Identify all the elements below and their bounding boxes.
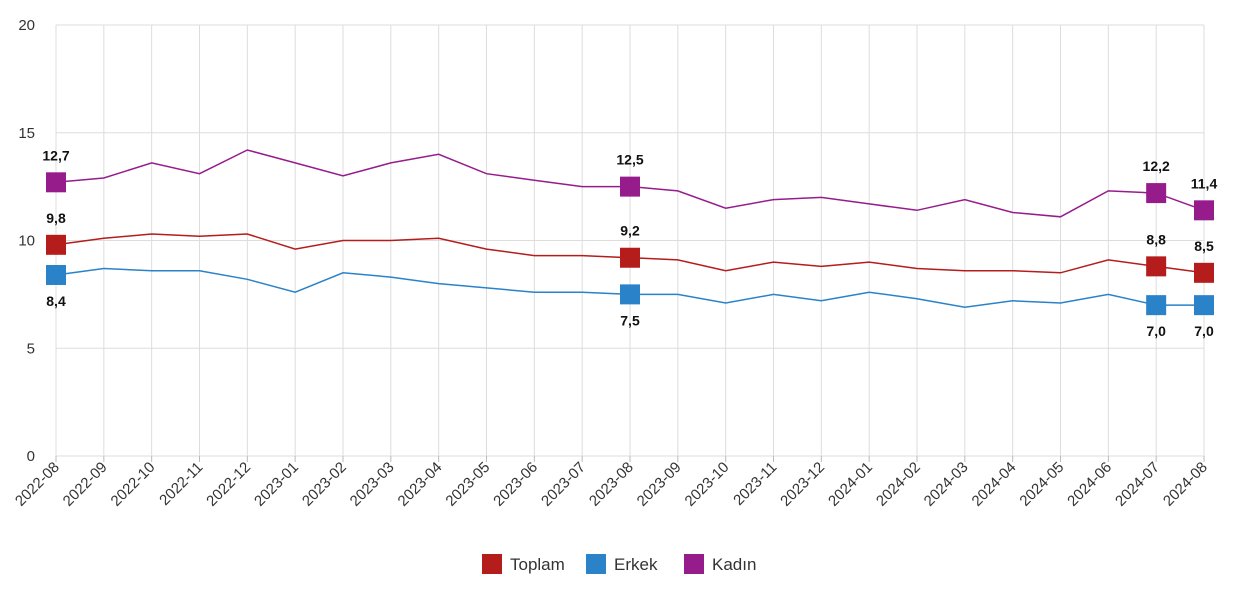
data-label: 8,8 [1146,231,1166,247]
data-marker [1146,256,1167,277]
x-tick-label: 2023-12 [777,459,828,510]
y-axis: 0 5 10 15 20 [18,17,35,465]
data-label: 7,5 [620,312,640,328]
x-tick-label: 2022-11 [156,459,206,509]
x-tick-label: 2023-08 [586,459,637,510]
data-label: 7,0 [1146,323,1166,339]
x-tick-label: 2024-07 [1112,459,1163,510]
grid [55,24,1205,457]
legend: Toplam Erkek Kadın [482,554,756,574]
data-marker [1146,295,1167,316]
data-marker [1194,200,1214,221]
y-tick-label: 20 [18,17,35,34]
data-label: 9,8 [46,210,66,226]
data-marker [1146,183,1167,204]
legend-label: Erkek [614,555,658,574]
data-marker [46,264,66,285]
x-tick-label: 2023-10 [682,459,733,510]
data-label: 8,4 [46,293,66,309]
x-tick-label: 2023-03 [347,459,398,510]
data-label: 12,5 [616,152,643,168]
x-tick-label: 2022-10 [108,459,159,510]
y-tick-label: 0 [27,448,35,465]
x-tick-label: 2023-06 [490,459,541,510]
data-label: 7,0 [1194,323,1214,339]
data-marker [1194,262,1214,283]
data-label: 8,5 [1194,238,1214,254]
x-tick-label: 2023-04 [395,459,446,510]
data-label: 11,4 [1191,175,1218,191]
x-tick-label: 2024-01 [825,459,876,510]
data-marker [620,247,640,268]
x-tick-label: 2024-05 [1016,459,1067,510]
legend-label: Toplam [510,555,565,574]
x-tick-label: 2023-11 [730,459,780,509]
legend-swatch-kadın [684,554,704,574]
data-marker [620,176,640,197]
y-tick-label: 10 [18,233,35,250]
x-tick-label: 2022-08 [12,459,63,510]
y-tick-label: 15 [18,125,35,142]
x-tick-label: 2023-02 [299,459,350,510]
data-label: 9,2 [620,223,640,239]
data-marker [1194,295,1214,316]
x-tick-label: 2023-07 [538,459,589,510]
x-tick-label: 2022-12 [203,459,254,510]
markers: 9,8 9,2 8,8 8,5 8,4 7,5 7,0 7,0 12,7 12,5 12,2 11,4 [42,147,1217,339]
data-label: 12,2 [1143,158,1170,174]
data-marker [620,284,640,305]
x-tick-label: 2023-05 [442,459,493,510]
legend-label: Kadın [712,555,756,574]
x-axis: 2022-082022-092022-102022-112022-122023-… [12,456,1211,510]
legend-swatch-toplam [482,554,502,574]
x-tick-label: 2024-03 [921,459,972,510]
x-tick-label: 2022-09 [60,459,111,510]
x-tick-label: 2023-01 [251,459,302,510]
data-label: 12,7 [42,147,69,163]
x-tick-label: 2024-08 [1160,459,1211,510]
y-tick-label: 5 [27,340,35,357]
x-tick-label: 2023-09 [634,459,685,510]
x-tick-label: 2024-02 [873,459,924,510]
x-tick-label: 2024-04 [969,459,1020,510]
data-marker [46,234,66,255]
x-tick-label: 2024-06 [1064,459,1115,510]
data-marker [46,172,66,193]
legend-swatch-erkek [586,554,606,574]
